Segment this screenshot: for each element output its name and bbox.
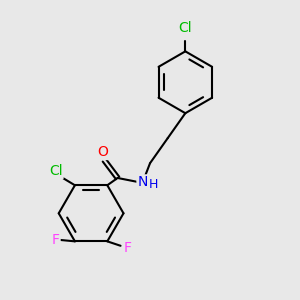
Text: F: F: [124, 241, 131, 255]
Text: N: N: [137, 176, 148, 189]
Text: Cl: Cl: [49, 164, 63, 178]
Text: F: F: [52, 233, 60, 247]
Text: H: H: [149, 178, 158, 191]
Text: Cl: Cl: [178, 21, 192, 34]
Text: O: O: [98, 145, 108, 159]
